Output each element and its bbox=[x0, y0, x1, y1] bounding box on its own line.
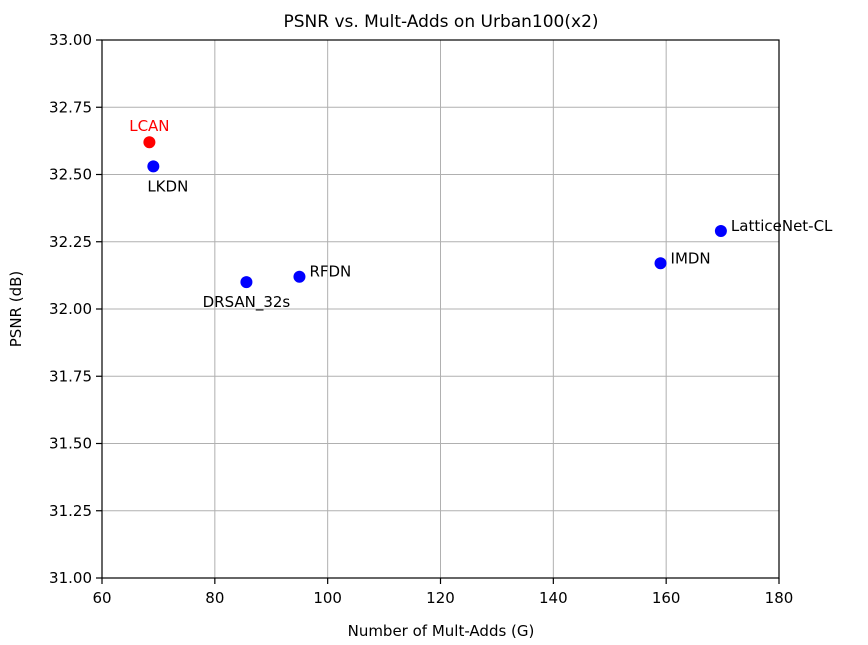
data-label: RFDN bbox=[309, 263, 351, 281]
data-points: LCAN LKDN DRSAN_32s RFDN IMDN LatticeNet-CL bbox=[129, 117, 833, 312]
y-tick-label: 31.75 bbox=[49, 367, 92, 385]
y-tick-label: 32.25 bbox=[49, 233, 92, 251]
y-tick-label: 31.00 bbox=[49, 569, 92, 587]
axis-ticks: 60 80 100 120 140 160 180 31.00 31.25 31.50 31.75 3… bbox=[49, 31, 793, 607]
x-tick-label: 100 bbox=[313, 589, 342, 607]
data-point-imdn bbox=[654, 257, 667, 270]
y-tick-label: 33.00 bbox=[49, 31, 92, 49]
x-tick-label: 80 bbox=[205, 589, 224, 607]
data-label: IMDN bbox=[671, 249, 711, 267]
y-tick-label: 31.25 bbox=[49, 502, 92, 520]
data-point-lkdn bbox=[147, 160, 160, 173]
grid bbox=[101, 39, 780, 579]
y-tick-label: 31.50 bbox=[49, 435, 92, 453]
y-tick-label: 32.00 bbox=[49, 300, 92, 318]
chart-title: PSNR vs. Mult-Adds on Urban100(x2) bbox=[283, 12, 598, 32]
data-point-lcan bbox=[143, 136, 156, 149]
data-label: LCAN bbox=[129, 117, 169, 135]
x-axis-label: Number of Mult-Adds (G) bbox=[348, 622, 535, 640]
y-axis-label: PSNR (dB) bbox=[7, 271, 25, 348]
x-tick-label: 60 bbox=[92, 589, 111, 607]
x-tick-label: 180 bbox=[765, 589, 794, 607]
data-point-rfdn bbox=[293, 270, 306, 283]
x-tick-label: 160 bbox=[652, 589, 681, 607]
data-point-latticenet-cl bbox=[714, 224, 727, 237]
x-tick-label: 120 bbox=[426, 589, 455, 607]
x-tick-label: 140 bbox=[539, 589, 568, 607]
data-label: LatticeNet-CL bbox=[731, 217, 833, 235]
y-tick-label: 32.50 bbox=[49, 166, 92, 184]
data-point-drsan-32s bbox=[240, 276, 253, 289]
y-tick-label: 32.75 bbox=[49, 98, 92, 116]
data-label: DRSAN_32s bbox=[203, 293, 291, 312]
data-label: LKDN bbox=[147, 177, 188, 195]
